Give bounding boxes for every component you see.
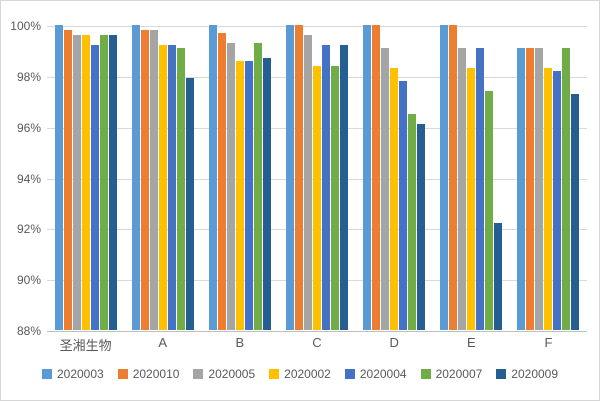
bar-2020007-D xyxy=(408,113,417,330)
bar-group-E xyxy=(440,25,503,330)
bar-2020004-B xyxy=(244,60,253,330)
bar-2020010-B xyxy=(217,32,226,330)
bar-group-C xyxy=(285,25,348,330)
bar-2020003-F xyxy=(517,47,526,330)
bar-2020003-B xyxy=(208,25,217,330)
legend-label-2020004: 2020004 xyxy=(359,367,407,381)
bar-2020005-C xyxy=(303,35,312,330)
bar-2020007-F xyxy=(562,47,571,330)
bar-2020004-D xyxy=(399,80,408,330)
bar-2020010-圣湘生物 xyxy=(63,30,72,330)
legend-label-2020003: 2020003 xyxy=(56,367,104,381)
bar-2020009-A xyxy=(185,78,194,330)
x-label-A: A xyxy=(158,335,168,350)
gridline-88 xyxy=(47,331,587,332)
y-tick-label-92: 92% xyxy=(16,222,41,237)
legend-swatch-2020010 xyxy=(117,369,128,379)
y-tick-label-100: 100% xyxy=(10,19,41,33)
y-tick-label-94: 94% xyxy=(16,171,41,186)
x-label-C: C xyxy=(312,335,322,350)
x-label-D: D xyxy=(389,335,399,350)
bar-2020002-B xyxy=(235,60,244,330)
legend-swatch-2020009 xyxy=(496,369,507,379)
legend-label-2020010: 2020010 xyxy=(132,367,180,381)
bar-2020010-E xyxy=(449,25,458,330)
bar-2020003-E xyxy=(440,25,449,330)
bar-2020004-A xyxy=(167,45,176,330)
legend-swatch-2020002 xyxy=(269,369,280,379)
bar-2020009-圣湘生物 xyxy=(108,35,117,330)
legend-item-2020005: 2020005 xyxy=(193,367,255,381)
bar-2020003-A xyxy=(131,25,140,330)
bar-2020010-A xyxy=(140,30,149,330)
bar-2020007-圣湘生物 xyxy=(99,35,108,330)
bar-2020009-C xyxy=(339,45,348,330)
bar-2020002-F xyxy=(544,68,553,330)
bar-2020003-圣湘生物 xyxy=(54,25,63,330)
y-tick-label-88: 88% xyxy=(16,324,41,338)
bar-2020002-E xyxy=(467,68,476,330)
bar-2020005-F xyxy=(535,47,544,330)
bar-2020002-A xyxy=(158,45,167,330)
legend: 2020003 2020010 2020005 2020002 2020004 20200… xyxy=(1,367,599,381)
bar-2020010-C xyxy=(294,25,303,330)
legend-swatch-2020004 xyxy=(344,369,355,379)
bar-groups xyxy=(47,25,587,330)
bar-2020005-圣湘生物 xyxy=(72,35,81,330)
bar-2020005-B xyxy=(226,42,235,330)
bar-2020005-D xyxy=(381,47,390,330)
bar-2020004-C xyxy=(321,45,330,330)
x-label-E: E xyxy=(466,335,476,350)
y-tick-label-98: 98% xyxy=(16,69,41,84)
x-label-B: B xyxy=(235,335,245,350)
bar-2020009-F xyxy=(571,93,580,330)
bar-2020002-圣湘生物 xyxy=(81,35,90,330)
x-label-圣湘生物: 圣湘生物 xyxy=(59,338,112,353)
bar-group-A xyxy=(131,25,194,330)
plot-area xyxy=(47,25,587,332)
bar-2020002-D xyxy=(390,68,399,330)
bar-2020007-A xyxy=(176,47,185,330)
legend-item-2020009: 2020009 xyxy=(496,367,558,381)
y-axis: 100% 98% 96% 94% 92% 90% 88% xyxy=(1,19,41,338)
legend-item-2020010: 2020010 xyxy=(117,367,180,381)
bar-2020007-E xyxy=(485,91,494,330)
legend-item-2020002: 2020002 xyxy=(269,367,331,381)
legend-label-2020009: 2020009 xyxy=(511,367,559,381)
bar-2020005-E xyxy=(458,47,467,330)
x-label-F: F xyxy=(544,335,553,350)
legend-label-2020005: 2020005 xyxy=(208,367,256,381)
legend-label-2020002: 2020002 xyxy=(284,367,331,381)
bar-group-F xyxy=(517,25,580,330)
bar-2020009-E xyxy=(494,223,503,330)
gridline-100 xyxy=(47,26,587,27)
bar-2020004-E xyxy=(476,47,485,330)
bar-2020004-圣湘生物 xyxy=(90,45,99,330)
bar-2020003-D xyxy=(363,25,372,330)
bar-2020009-D xyxy=(417,124,426,330)
x-axis: 圣湘生物 A B C D E F xyxy=(47,335,587,354)
legend-swatch-2020005 xyxy=(193,369,204,379)
bar-2020005-A xyxy=(149,30,158,330)
bar-group-圣湘生物 xyxy=(54,25,117,330)
bar-group-B xyxy=(208,25,271,330)
legend-item-2020004: 2020004 xyxy=(344,367,407,381)
bar-2020007-C xyxy=(330,65,339,330)
bar-group-D xyxy=(363,25,426,330)
legend-swatch-2020003 xyxy=(41,369,52,379)
legend-item-2020007: 2020007 xyxy=(420,367,483,381)
y-tick-label-90: 90% xyxy=(16,273,41,288)
legend-label-2020007: 2020007 xyxy=(435,367,483,381)
legend-swatch-2020007 xyxy=(420,369,431,379)
bar-2020002-C xyxy=(312,65,321,330)
bar-2020010-F xyxy=(526,47,535,330)
bar-2020004-F xyxy=(553,70,562,330)
bar-2020007-B xyxy=(253,42,262,330)
bar-2020003-C xyxy=(285,25,294,330)
y-tick-label-96: 96% xyxy=(16,120,41,135)
bar-2020009-B xyxy=(262,58,271,330)
legend-item-2020003: 2020003 xyxy=(41,367,104,381)
bar-2020010-D xyxy=(372,25,381,330)
